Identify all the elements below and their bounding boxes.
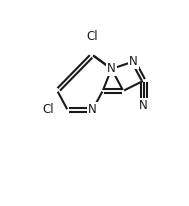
Text: N: N — [107, 62, 116, 75]
Text: Cl: Cl — [87, 30, 98, 43]
Text: Cl: Cl — [43, 103, 54, 116]
Text: N: N — [129, 55, 138, 68]
Text: N: N — [139, 99, 148, 112]
Text: N: N — [88, 103, 97, 116]
